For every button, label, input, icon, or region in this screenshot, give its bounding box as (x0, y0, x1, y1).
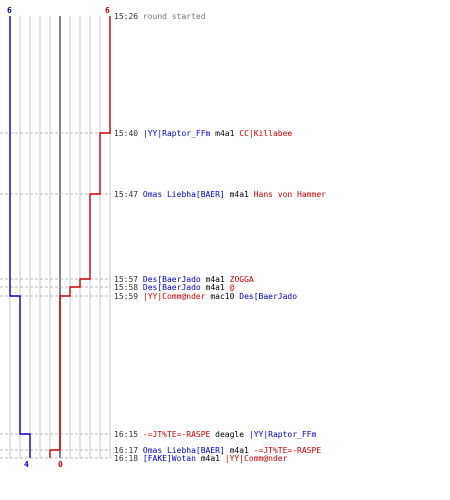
event-killer: [FAKE]Wotan (143, 454, 201, 463)
event-victim: Hans von Hammer (254, 190, 326, 199)
event-weapon: m4a1 (206, 275, 230, 284)
red-team-alive-line (49, 16, 111, 458)
event-victim: CC|Killabee (239, 129, 292, 138)
event-weapon: m4a1 (206, 283, 230, 292)
event-killer: Des[BaerJado (143, 283, 206, 292)
event-time: 15:59 (114, 292, 143, 301)
event-victim: Des[BaerJado (239, 292, 297, 301)
event-weapon: m4a1 (230, 446, 254, 455)
event-row: 15:47 Omas Liebha[BAER] m4a1 Hans von Ha… (114, 190, 326, 199)
event-victim: @ (230, 283, 235, 292)
event-time: 15:57 (114, 275, 143, 284)
event-weapon: m4a1 (230, 190, 254, 199)
event-time: 15:58 (114, 283, 143, 292)
event-killer: Omas Liebha[BAER] (143, 190, 230, 199)
event-weapon: deagle (215, 430, 249, 439)
event-weapon: m4a1 (215, 129, 239, 138)
event-time: 16:18 (114, 454, 143, 463)
event-row: 16:15 -=JT%TE=-RASPE deagle |YY|Raptor_F… (114, 430, 316, 439)
event-weapon: mac10 (210, 292, 239, 301)
event-note: round started (143, 12, 206, 21)
blue-start-count: 6 (7, 6, 12, 15)
event-row: 15:40 |YY|Raptor_FFm m4a1 CC|Killabee (114, 129, 292, 138)
event-victim: ZOGGA (230, 275, 254, 284)
event-time: 15:47 (114, 190, 143, 199)
event-row: 16:17 Omas Liebha[BAER] m4a1 -=JT%TE=-RA… (114, 446, 321, 455)
event-killer: |YY|Raptor_FFm (143, 129, 215, 138)
blue-team-alive-line (9, 16, 31, 458)
red-start-count: 6 (105, 6, 110, 15)
event-row: 15:57 Des[BaerJado m4a1 ZOGGA (114, 275, 254, 284)
event-time: 15:26 (114, 12, 143, 21)
event-victim: |YY|Comm@nder (225, 454, 288, 463)
event-time: 16:15 (114, 430, 143, 439)
event-weapon: m4a1 (201, 454, 225, 463)
event-killer: Des[BaerJado (143, 275, 206, 284)
event-time: 15:40 (114, 129, 143, 138)
blue-end-count: 4 (24, 460, 29, 469)
event-row: 15:26 round started (114, 12, 206, 21)
event-killer: Omas Liebha[BAER] (143, 446, 230, 455)
event-row: 16:18 [FAKE]Wotan m4a1 |YY|Comm@nder (114, 454, 288, 463)
event-killer: -=JT%TE=-RASPE (143, 430, 215, 439)
event-row: 15:58 Des[BaerJado m4a1 @ (114, 283, 235, 292)
event-time: 16:17 (114, 446, 143, 455)
event-victim: |YY|Raptor_FFm (249, 430, 317, 439)
event-killer: |YY|Comm@nder (143, 292, 210, 301)
event-row: 15:59 |YY|Comm@nder mac10 Des[BaerJado (114, 292, 297, 301)
red-end-count: 0 (58, 460, 63, 469)
event-victim: -=JT%TE=-RASPE (254, 446, 322, 455)
